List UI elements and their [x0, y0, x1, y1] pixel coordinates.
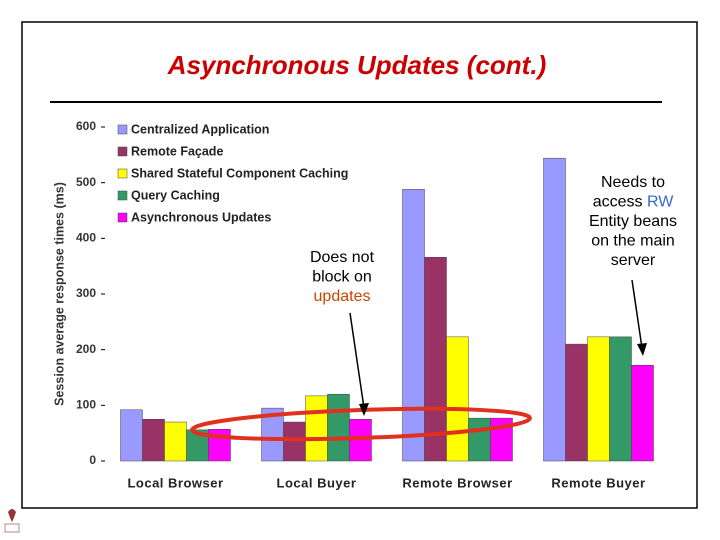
annotation-segment: Entity beans: [589, 213, 677, 230]
bar: [587, 336, 610, 462]
legend-label: Centralized Application: [131, 122, 269, 136]
y-tick-label: 200: [76, 342, 96, 356]
y-tick-label: 500: [76, 175, 96, 189]
legend-label: Shared Stateful Component Caching: [131, 166, 348, 180]
arrow: [349, 312, 365, 409]
arrowhead: [359, 403, 369, 416]
annotation: Does not: [310, 249, 375, 266]
legend-swatch: [117, 190, 128, 201]
legend-label: Remote Façade: [131, 144, 223, 158]
annotation-segment: Does not: [310, 249, 375, 266]
annotation: block on: [312, 269, 372, 286]
annotation: on the main: [591, 233, 675, 250]
y-axis-label: Session average response times (ms): [52, 182, 66, 406]
annotation: access RW: [593, 194, 675, 211]
annotation-segment: on the main: [591, 233, 675, 250]
bar: [424, 257, 447, 462]
bar: [446, 336, 469, 462]
legend-swatch: [117, 212, 128, 223]
y-tick-label: 0: [89, 453, 96, 467]
legend-swatch: [117, 168, 128, 179]
bar: [305, 395, 328, 462]
annotation: server: [611, 252, 656, 269]
bar: [164, 421, 187, 462]
y-tick-label: 400: [76, 231, 96, 245]
bar: [120, 409, 143, 462]
y-tick-label: 300: [76, 286, 96, 300]
highlight-ellipse: [190, 406, 532, 442]
x-tick-label: Local Browser: [127, 475, 223, 490]
bar: [565, 343, 588, 462]
annotation-segment: access: [593, 194, 647, 211]
bar: [142, 419, 165, 462]
annotation-segment: RW: [647, 194, 674, 211]
legend-swatch: [117, 146, 128, 157]
logo: [4, 509, 20, 533]
annotation-segment: updates: [314, 288, 371, 305]
annotation: Entity beans: [589, 213, 677, 230]
bar: [283, 421, 306, 462]
slide-title: Asynchronous Updates (cont.): [167, 50, 546, 80]
bar: [402, 189, 425, 462]
x-tick-label: Remote Buyer: [551, 475, 645, 490]
annotation-segment: block on: [312, 269, 372, 286]
y-tick-label: 100: [76, 398, 96, 412]
legend-swatch: [117, 124, 128, 135]
bar: [327, 393, 350, 462]
annotation-segment: server: [611, 252, 656, 269]
annotation: updates: [314, 288, 371, 305]
y-tick-label: 600: [76, 119, 96, 133]
bar: [609, 336, 632, 462]
arrow: [631, 279, 643, 349]
x-tick-label: Local Buyer: [277, 475, 357, 490]
annotation-segment: Needs to: [601, 174, 665, 191]
bar: [468, 417, 491, 462]
bar: [543, 157, 566, 462]
legend-label: Asynchronous Updates: [131, 210, 271, 224]
bar: [631, 365, 654, 462]
legend-label: Query Caching: [131, 188, 220, 202]
x-tick-label: Remote Browser: [402, 475, 512, 490]
arrowhead: [637, 343, 647, 356]
annotation: Needs to: [601, 174, 665, 191]
